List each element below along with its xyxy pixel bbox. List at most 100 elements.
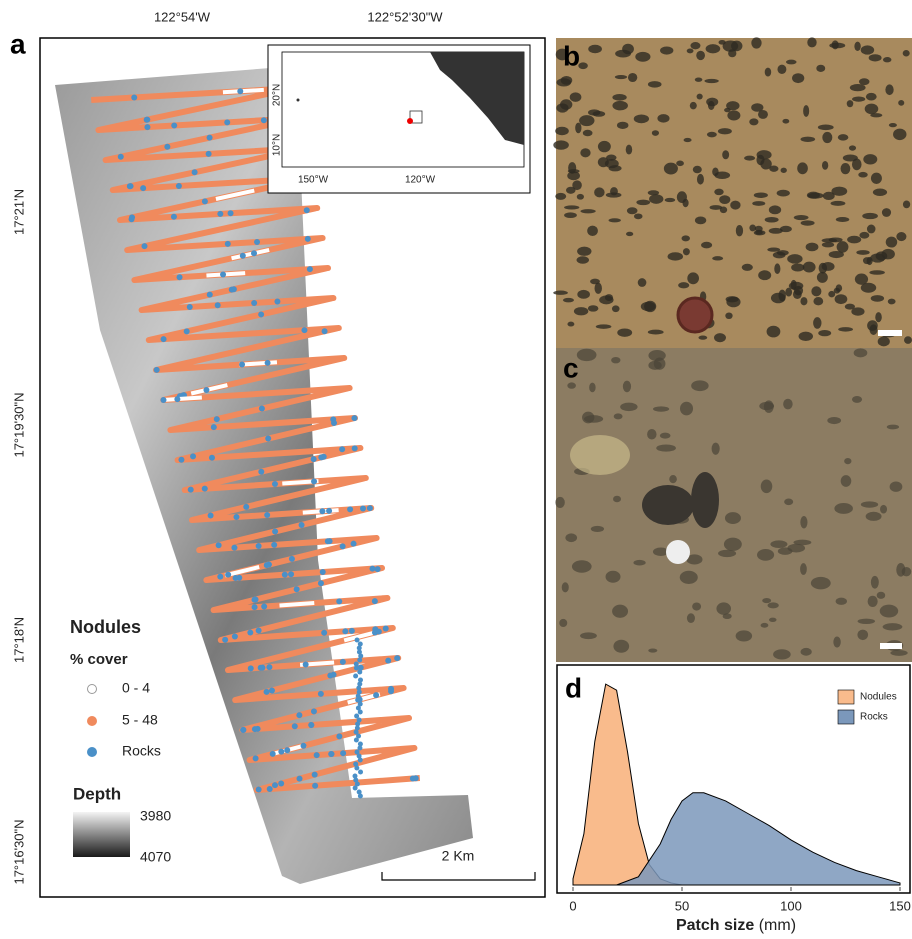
nodule: [710, 205, 723, 210]
nodule: [555, 193, 566, 200]
nodule: [613, 640, 629, 653]
rock-point: [233, 575, 239, 581]
nodule: [553, 140, 569, 149]
rock-point: [190, 453, 196, 459]
rock-point: [352, 445, 358, 451]
inset-lon: 120°W: [405, 175, 436, 186]
nodule: [813, 317, 821, 329]
rock-point: [271, 542, 277, 548]
rock-point: [355, 638, 360, 643]
nodule: [792, 73, 804, 83]
nodule: [648, 330, 664, 335]
rock-point: [256, 627, 262, 633]
nodule: [831, 201, 846, 206]
rock-point: [297, 776, 303, 782]
nodule: [898, 100, 904, 106]
nodule: [719, 195, 730, 204]
nodule: [778, 290, 785, 302]
sediment: [570, 435, 630, 475]
rock-point: [294, 586, 300, 592]
nodule: [780, 226, 792, 232]
nodule: [613, 496, 621, 503]
nodule: [707, 132, 717, 138]
nodule: [751, 37, 761, 48]
nodule: [847, 100, 854, 107]
nodule: [857, 630, 868, 641]
rock-point: [154, 367, 160, 373]
legend-label: Rocks: [860, 712, 888, 723]
nodule: [676, 161, 684, 167]
rock-point: [128, 183, 134, 189]
nodule: [749, 224, 756, 231]
depth-label: 4070: [140, 849, 171, 865]
legend-swatch: [838, 690, 854, 704]
nodule: [836, 217, 850, 222]
figure: a 122°54'W 122°52'30"W 17°21'N 17°19'30"…: [0, 0, 912, 934]
nodule: [811, 577, 831, 589]
nodule: [605, 294, 613, 301]
nodule: [871, 576, 879, 589]
nodule: [648, 81, 662, 87]
rock-point: [171, 123, 177, 129]
rock-point: [131, 94, 137, 100]
rock-point: [264, 562, 270, 568]
rock-point: [222, 637, 228, 643]
rock-point: [217, 574, 223, 580]
rock-point: [299, 522, 305, 528]
nodule: [773, 649, 791, 659]
nodule: [841, 475, 852, 487]
nodule: [811, 286, 821, 296]
rock-point: [336, 598, 342, 604]
nodule: [869, 324, 877, 335]
legend-subtitle: % cover: [70, 651, 128, 668]
rock-point: [318, 580, 324, 586]
rock: [642, 485, 694, 525]
nodule: [582, 412, 594, 424]
nodule: [647, 429, 656, 440]
nodule: [716, 602, 731, 614]
nodule: [833, 636, 840, 647]
nodule: [767, 326, 781, 338]
x-tick-label: 100: [780, 898, 802, 913]
lat-label: 17°21'N: [11, 189, 26, 235]
rock-point: [220, 272, 226, 278]
rock-point: [282, 572, 288, 578]
rock-point: [272, 528, 278, 534]
rock-point: [340, 543, 346, 549]
nodule: [785, 288, 792, 297]
nodule: [888, 299, 896, 305]
nodule: [696, 51, 705, 60]
organism: [666, 540, 690, 564]
rock-point: [319, 508, 325, 514]
nodule: [883, 623, 903, 630]
x-tick-label: 50: [675, 898, 689, 913]
nodule: [562, 582, 569, 592]
rock-point: [357, 670, 362, 675]
nodule: [761, 480, 773, 494]
nodule: [692, 602, 701, 610]
legend-label: 5 - 48: [122, 712, 158, 728]
nodule: [787, 254, 802, 264]
rock-point: [215, 302, 221, 308]
rock-point: [358, 758, 363, 763]
rock-point: [258, 469, 264, 475]
nodule: [610, 187, 618, 195]
rock-point: [214, 416, 220, 422]
rock-point: [231, 286, 237, 292]
rock-point: [267, 786, 273, 792]
rock-point: [358, 710, 363, 715]
rock-point: [340, 659, 346, 665]
nodule: [836, 598, 847, 605]
nodule: [827, 417, 841, 424]
nodule: [752, 201, 765, 206]
nodule: [587, 226, 598, 236]
rock-point: [171, 214, 177, 220]
nodule: [803, 262, 816, 273]
nodule: [660, 46, 673, 54]
nodule: [858, 172, 867, 178]
rock-point: [253, 597, 259, 603]
nodule: [615, 50, 631, 58]
nodule: [570, 92, 582, 102]
rock-point: [224, 119, 230, 125]
panel-letter: a: [10, 28, 26, 59]
